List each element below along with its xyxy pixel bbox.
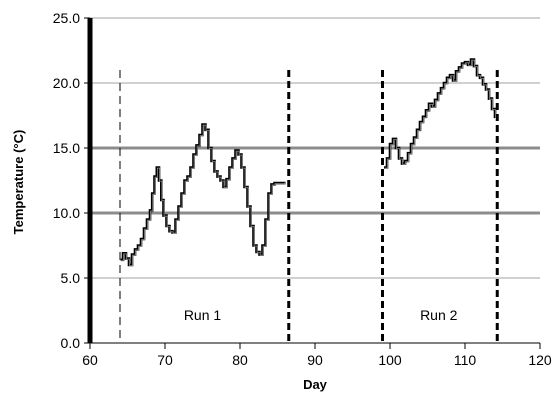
x-tick-label: 100 <box>378 352 402 368</box>
x-tick-label: 60 <box>82 352 98 368</box>
y-axis-title: Temperature (°C) <box>11 130 26 235</box>
label-layer: 0.0 5.0 10.0 15.0 20.0 25.0 60 70 80 90 100 110 120 R… <box>53 10 552 368</box>
x-tick-label: 80 <box>232 352 248 368</box>
run-label: Run 2 <box>420 307 458 323</box>
x-tick-label: 110 <box>454 352 477 368</box>
x-tick-label: 90 <box>307 352 323 368</box>
y-tick-label: 15.0 <box>53 140 80 156</box>
threshold-layer <box>90 146 540 215</box>
temperature-series-run-1 <box>120 123 286 267</box>
x-tick-label: 120 <box>528 352 552 368</box>
y-tick-label: 0.0 <box>61 335 81 351</box>
temperature-series-run-2-highlight <box>384 59 497 169</box>
temperature-series-run-1-highlight <box>121 124 286 267</box>
y-tick-label: 25.0 <box>53 10 80 26</box>
axis-layer <box>84 17 541 349</box>
y-tick-label: 10.0 <box>53 205 80 221</box>
series-layer <box>120 58 497 267</box>
y-tick-label: 5.0 <box>61 270 81 286</box>
x-tick-label: 70 <box>157 352 173 368</box>
x-axis-title: Day <box>303 377 328 392</box>
y-tick-label: 20.0 <box>53 75 80 91</box>
run-label: Run 1 <box>184 307 222 323</box>
divider-layer <box>119 70 499 343</box>
